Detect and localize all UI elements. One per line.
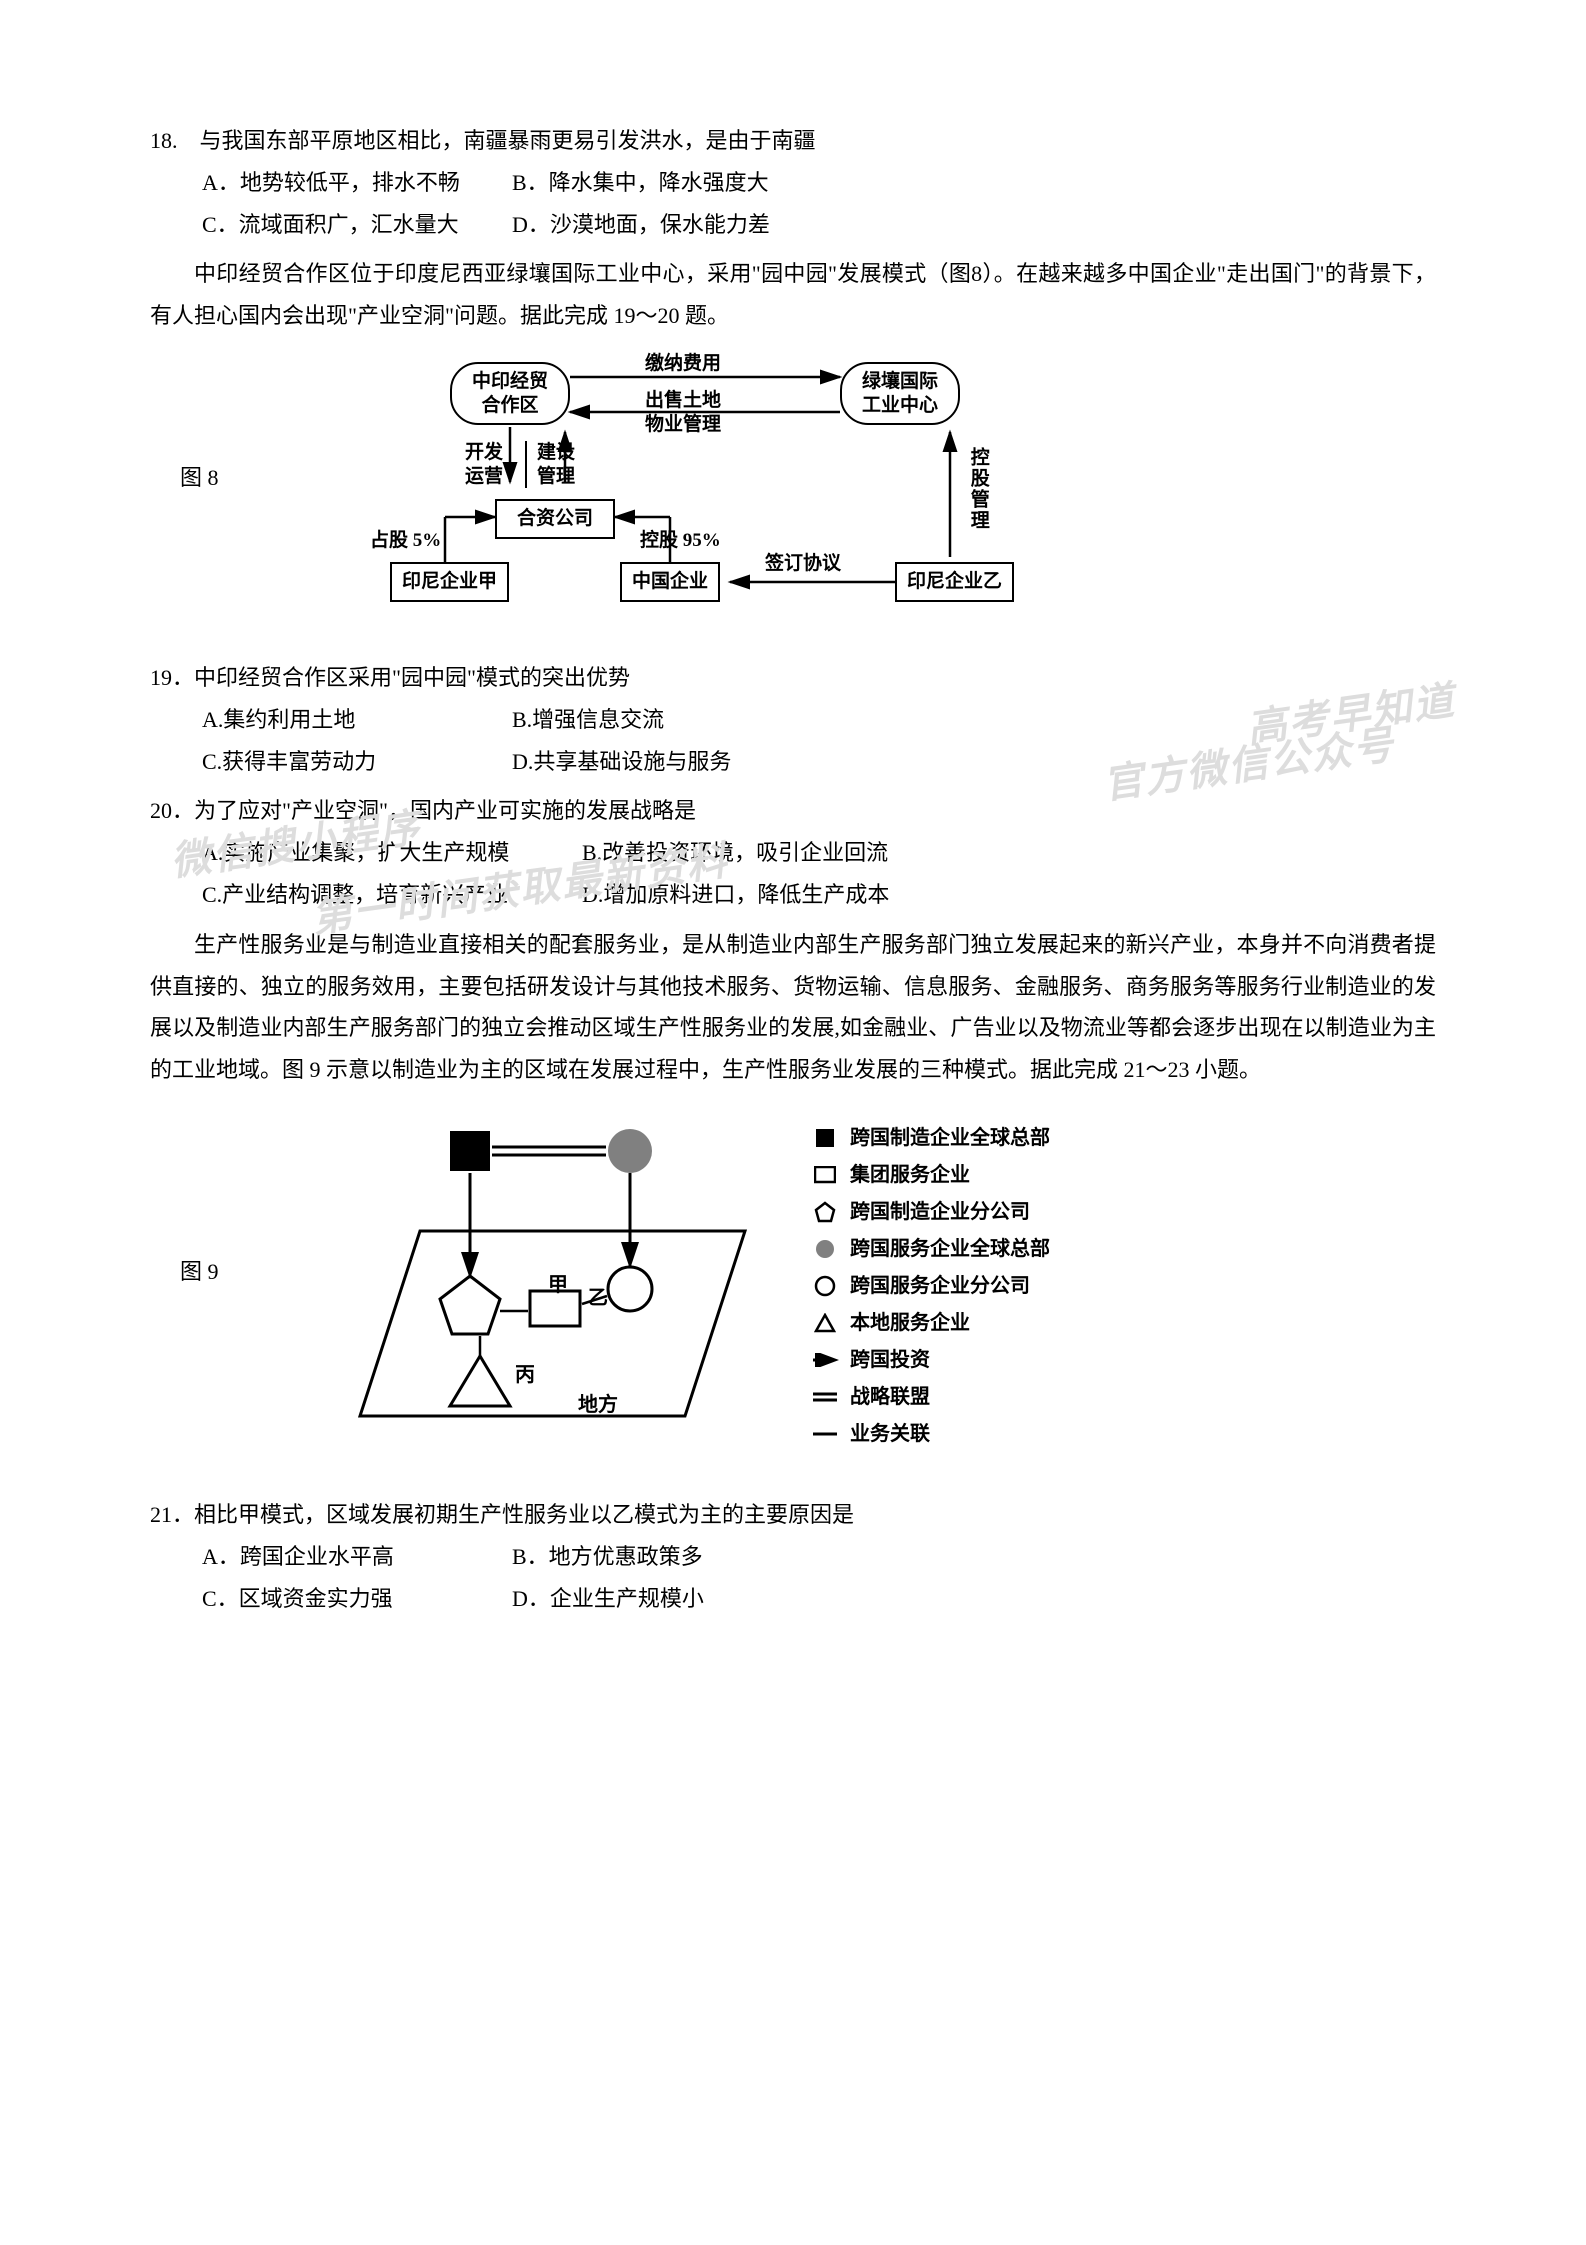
legend-text: 本地服务企业	[850, 1306, 970, 1340]
label-konggu: 控股管理	[966, 447, 990, 531]
legend-item: 跨国制造企业全球总部	[810, 1121, 1050, 1155]
label-yi: 乙	[588, 1279, 608, 1317]
q19-stem: 19．中印经贸合作区采用"园中园"模式的突出优势	[150, 657, 1436, 699]
q18-option-c: C．流域面积广，汇水量大	[202, 204, 512, 246]
figure-8: 图 8 中印经贸合作区	[150, 357, 1436, 617]
q21-stem: 21．相比甲模式，区域发展初期生产性服务业以乙模式为主的主要原因是	[150, 1494, 1436, 1536]
figure-9: 图 9	[150, 1121, 1436, 1454]
q21-options: A．跨国企业水平高 B．地方优惠政策多 C．区域资金实力强 D．企业生产规模小	[150, 1536, 1436, 1620]
label-difang: 地方	[578, 1386, 618, 1424]
label-bing: 丙	[515, 1356, 535, 1394]
diagram-9: 甲 乙 丙 地方	[350, 1121, 770, 1431]
label-jia: 甲	[548, 1266, 568, 1304]
q19-option-a: A.集约利用土地	[202, 699, 512, 741]
q18-option-d: D．沙漠地面，保水能力差	[512, 204, 822, 246]
q19-20-block: 高考早知道 官方微信公众号 微信搜小程序 第一时间获取最新资料 19．中印经贸合…	[150, 657, 1436, 916]
passage-1: 中印经贸合作区位于印度尼西亚绿壤国际工业中心，采用"园中园"发展模式（图8）。在…	[150, 253, 1436, 337]
label-hold95: 控股 95%	[640, 529, 721, 553]
q21-option-c: C．区域资金实力强	[202, 1578, 512, 1620]
legend-item: 跨国服务企业分公司	[810, 1269, 1050, 1303]
q20-option-d: D.增加原料进口，降低生产成本	[582, 874, 889, 916]
q19-option-c: C.获得丰富劳动力	[202, 741, 512, 783]
diagram-8: 中印经贸合作区 绿壤国际工业中心 缴纳费用 出售土地物业管理 开发运营 建设管理…	[370, 357, 1110, 617]
legend-text: 跨国制造企业全球总部	[850, 1121, 1050, 1155]
node-yinni-b: 印尼企业乙	[895, 562, 1014, 602]
legend-text: 战略联盟	[850, 1380, 930, 1414]
legend-text: 跨国投资	[850, 1343, 930, 1377]
label-fee: 缴纳费用	[645, 352, 721, 376]
q19-option-d: D.共享基础设施与服务	[512, 741, 822, 783]
q18-option-b: B．降水集中，降水强度大	[512, 162, 822, 204]
legend-text: 业务关联	[850, 1417, 930, 1451]
q21-option-b: B．地方优惠政策多	[512, 1536, 822, 1578]
passage-2: 生产性服务业是与制造业直接相关的配套服务业，是从制造业内部生产服务部门独立发展起…	[150, 924, 1436, 1091]
node-joint: 合资公司	[495, 499, 615, 539]
legend-text: 跨国服务企业全球总部	[850, 1232, 1050, 1266]
legend-item: 业务关联	[810, 1417, 1050, 1451]
q18-options: A．地势较低平，排水不畅 B．降水集中，降水强度大 C．流域面积广，汇水量大 D…	[150, 162, 1436, 246]
q19-option-b: B.增强信息交流	[512, 699, 822, 741]
legend-text: 跨国制造企业分公司	[850, 1195, 1030, 1229]
node-lvrang: 绿壤国际工业中心	[840, 362, 960, 426]
legend-item: 跨国投资	[810, 1343, 1050, 1377]
legend-9: 跨国制造企业全球总部 集团服务企业 跨国制造企业分公司 跨国服务企业全球总部 跨…	[810, 1121, 1050, 1454]
legend-text: 跨国服务企业分公司	[850, 1269, 1030, 1303]
label-jianshe: 建设管理	[525, 441, 575, 489]
label-share5: 占股 5%	[370, 529, 441, 553]
figure-8-label: 图 8	[180, 457, 219, 499]
question-21: 21．相比甲模式，区域发展初期生产性服务业以乙模式为主的主要原因是 A．跨国企业…	[150, 1494, 1436, 1619]
q21-option-d: D．企业生产规模小	[512, 1578, 822, 1620]
node-yinni-a: 印尼企业甲	[390, 562, 509, 602]
legend-item: 本地服务企业	[810, 1306, 1050, 1340]
question-20: 20．为了应对"产业空洞"，国内产业可实施的发展战略是 A.实施产业集聚，扩大生…	[150, 790, 1436, 915]
legend-text: 集团服务企业	[850, 1158, 970, 1192]
question-18: 18. 与我国东部平原地区相比，南疆暴雨更易引发洪水，是由于南疆 A．地势较低平…	[150, 120, 1436, 245]
q21-option-a: A．跨国企业水平高	[202, 1536, 512, 1578]
question-19: 19．中印经贸合作区采用"园中园"模式的突出优势 A.集约利用土地 B.增强信息…	[150, 657, 1436, 782]
label-kaifa: 开发运营	[465, 441, 503, 489]
q18-stem: 18. 与我国东部平原地区相比，南疆暴雨更易引发洪水，是由于南疆	[150, 120, 1436, 162]
legend-item: 跨国制造企业分公司	[810, 1195, 1050, 1229]
legend-item: 集团服务企业	[810, 1158, 1050, 1192]
label-sign: 签订协议	[765, 552, 841, 576]
q20-option-c: C.产业结构调整，培育新兴产业	[202, 874, 582, 916]
node-zhongyin: 中印经贸合作区	[450, 362, 570, 426]
q20-option-a: A.实施产业集聚，扩大生产规模	[202, 832, 582, 874]
label-land: 出售土地物业管理	[645, 389, 721, 437]
q19-options: A.集约利用土地 B.增强信息交流 C.获得丰富劳动力 D.共享基础设施与服务	[150, 699, 1436, 783]
node-cn: 中国企业	[620, 562, 720, 602]
legend-item: 战略联盟	[810, 1380, 1050, 1414]
q20-option-b: B.改善投资环境，吸引企业回流	[582, 832, 888, 874]
q18-option-a: A．地势较低平，排水不畅	[202, 162, 512, 204]
figure-9-label: 图 9	[180, 1251, 219, 1293]
legend-item: 跨国服务企业全球总部	[810, 1232, 1050, 1266]
q20-options: A.实施产业集聚，扩大生产规模 B.改善投资环境，吸引企业回流 C.产业结构调整…	[150, 832, 1436, 916]
q20-stem: 20．为了应对"产业空洞"，国内产业可实施的发展战略是	[150, 790, 1436, 832]
